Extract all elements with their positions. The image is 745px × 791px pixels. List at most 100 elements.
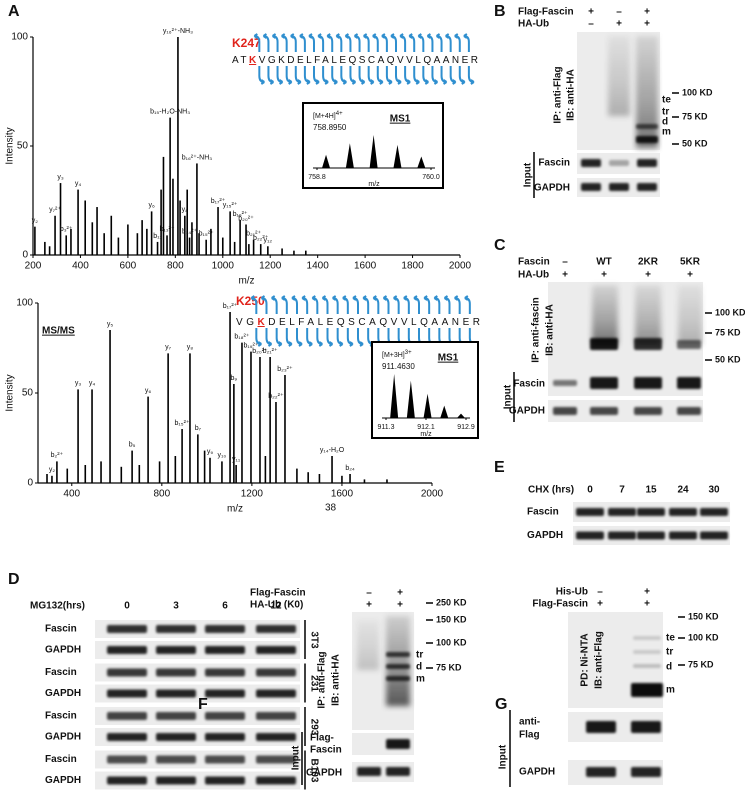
peak-label: b₇ — [195, 425, 202, 432]
y-tick-label: 0 — [22, 250, 28, 261]
cell-line: 293 — [308, 719, 319, 736]
fragment-arrow — [281, 295, 288, 314]
marker-label: 75 KD — [715, 327, 741, 337]
ion: [M+4H] — [313, 113, 336, 120]
peak-label: y₁₂ — [264, 237, 273, 244]
band — [677, 340, 701, 349]
fragment-arrow — [255, 328, 262, 347]
x-tick-label: 800 — [153, 489, 170, 500]
band — [156, 755, 196, 764]
input-label: Input — [503, 384, 514, 409]
band — [107, 755, 147, 764]
ib-label: IB: anti-HA — [331, 654, 342, 706]
lane-sign: + — [601, 270, 607, 281]
y-axis-label: Intensity — [5, 127, 16, 164]
fragment-arrow — [381, 33, 388, 52]
blot-label: GAPDH — [534, 183, 570, 194]
band — [156, 776, 196, 785]
band — [205, 646, 245, 654]
blot-label: GAPDH — [45, 732, 81, 743]
species-label: m — [666, 685, 675, 696]
smear — [592, 285, 618, 345]
lane-sign: + — [687, 270, 693, 281]
smear — [636, 36, 658, 148]
ip-label: IP: anti-fascin — [531, 297, 542, 363]
band — [107, 625, 147, 633]
fragment-arrow — [260, 295, 268, 314]
fragment-arrow — [332, 295, 339, 314]
peak-label: b₂²⁺ — [51, 452, 64, 459]
peak-label: b₁₉²⁺ — [233, 211, 248, 218]
blot-label: Fascin — [513, 379, 545, 390]
fragment-arrow — [316, 328, 323, 347]
fragment-arrow — [317, 33, 325, 52]
ion: [M+3H] — [382, 352, 405, 359]
blot-label: Fascin — [45, 711, 77, 722]
band — [669, 508, 697, 516]
fragment-arrow — [454, 295, 461, 314]
lane-sign: + — [597, 599, 603, 610]
band — [590, 377, 618, 389]
band — [677, 407, 701, 415]
sequence: AT K VGKDELFALEQSCAQVVLQAANER — [232, 55, 478, 66]
lane-sign: + — [397, 600, 403, 611]
fragment-arrow — [301, 295, 309, 314]
blot — [95, 728, 300, 746]
peak-label: b₁₅-H₂O-NH₃ — [150, 109, 190, 116]
x-tick-label: 2000 — [421, 489, 444, 500]
x-tick-label: 1400 — [307, 261, 330, 272]
fragment-arrow — [376, 66, 384, 85]
lane-sign: – — [616, 7, 622, 18]
band — [156, 625, 196, 633]
peak-label: b₉ — [231, 375, 238, 382]
sequence-part: VG — [236, 317, 254, 328]
fragment-arrow — [265, 328, 273, 347]
peak-label: b₂₁²⁺ — [246, 231, 261, 238]
band — [156, 712, 196, 720]
blot — [548, 282, 703, 380]
x-tick-label: 200 — [25, 261, 42, 272]
inset-peak — [457, 413, 465, 418]
peak-label: b₁₅²⁺ — [199, 231, 214, 238]
fragment-arrow — [344, 33, 352, 52]
fragment-arrow — [362, 295, 370, 314]
band — [609, 183, 629, 191]
inset-tick-label: 912.1 — [417, 424, 435, 431]
fragment-arrow — [385, 66, 393, 85]
blot-label: Fascin — [45, 624, 77, 635]
treatment-name: Flag-Fascin — [532, 599, 588, 610]
fragment-arrow — [463, 33, 470, 52]
fragment-arrow — [340, 66, 347, 85]
fragment-arrow — [464, 295, 471, 314]
band — [386, 739, 410, 749]
band — [631, 683, 663, 697]
band — [636, 124, 658, 129]
treatment-name: CHX (hrs) — [528, 485, 574, 496]
inset-peak — [322, 154, 331, 168]
sequence-site: K — [249, 55, 257, 66]
peak-label: y₁₀ — [218, 452, 227, 459]
band — [256, 776, 296, 785]
lane-sign: + — [645, 270, 651, 281]
fragment-arrow — [367, 66, 375, 85]
marker-label: 150 KD — [688, 611, 719, 621]
inset-title: MS1 — [390, 114, 411, 125]
band — [677, 377, 701, 389]
peak-label: y₇ — [165, 344, 172, 351]
lane-sign: + — [588, 7, 594, 18]
inset-tick-label: 911.3 — [378, 424, 395, 431]
fragment-arrow — [253, 33, 261, 52]
fragment-arrow — [423, 295, 431, 314]
inset-tick-label: 912.9 — [457, 424, 475, 431]
time-label: 0 — [587, 485, 593, 496]
inset-peak — [417, 156, 426, 168]
ib-label: IB: anti-HA — [566, 69, 577, 121]
blot-label: Fascin — [527, 507, 559, 518]
inset-peak — [345, 143, 354, 168]
lane-sign: + — [397, 588, 403, 599]
smear — [357, 620, 379, 670]
band — [156, 646, 196, 654]
fragment-arrow — [449, 66, 457, 85]
fragment-arrow — [357, 328, 364, 347]
x-tick-label: 1800 — [401, 261, 424, 272]
